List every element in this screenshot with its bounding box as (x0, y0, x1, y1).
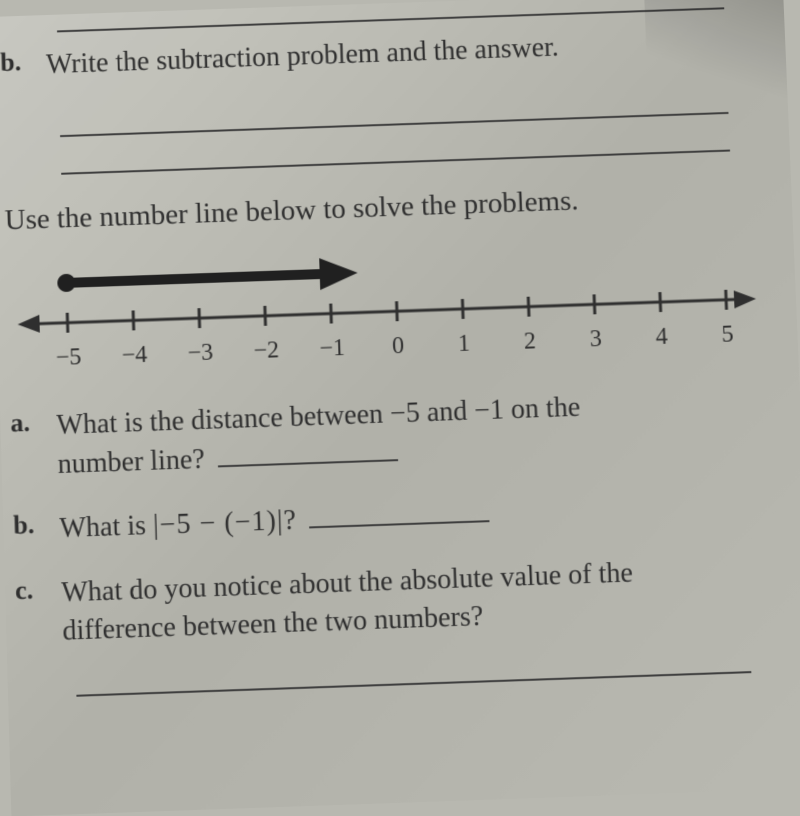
prompt-label: b. (0, 47, 29, 78)
qa-line1: What is the distance between −5 and −1 o… (56, 392, 581, 441)
question-label: a. (10, 407, 39, 438)
question-b: b. What is |−5 − (−1)|? (13, 484, 775, 550)
question-text: What is the distance between −5 and −1 o… (56, 382, 773, 484)
question-label: c. (15, 575, 44, 606)
question-text: What is |−5 − (−1)|? (59, 484, 775, 548)
qb-suffix: ? (283, 505, 296, 537)
svg-text:−5: −5 (55, 344, 81, 371)
qb-expression: |−5 − (−1)| (153, 506, 284, 542)
number-line: −5 −4 −3 −2 −1 0 1 2 3 4 5 (16, 229, 759, 394)
svg-text:−2: −2 (253, 337, 279, 364)
answer-blank[interactable] (217, 433, 398, 467)
svg-text:4: 4 (655, 323, 668, 349)
svg-text:−1: −1 (319, 335, 345, 362)
question-label: b. (13, 510, 42, 541)
question-a: a. What is the distance between −5 and −… (10, 382, 773, 485)
worksheet-page: b. Write the subtraction problem and the… (0, 0, 800, 816)
svg-text:3: 3 (589, 326, 602, 352)
svg-text:5: 5 (721, 321, 734, 347)
svg-text:2: 2 (523, 328, 536, 354)
qc-line1: What do you notice about the absolute va… (61, 558, 634, 609)
svg-text:−3: −3 (187, 339, 213, 366)
qb-prefix: What is (59, 510, 153, 544)
svg-text:0: 0 (392, 333, 405, 359)
qa-line2: number line? (57, 443, 205, 479)
number-line-svg: −5 −4 −3 −2 −1 0 1 2 3 4 5 (16, 229, 759, 394)
answer-blank[interactable] (308, 494, 489, 528)
instruction-text: Use the number line below to solve the p… (4, 178, 762, 237)
svg-text:−4: −4 (121, 342, 147, 369)
svg-text:1: 1 (458, 330, 471, 356)
